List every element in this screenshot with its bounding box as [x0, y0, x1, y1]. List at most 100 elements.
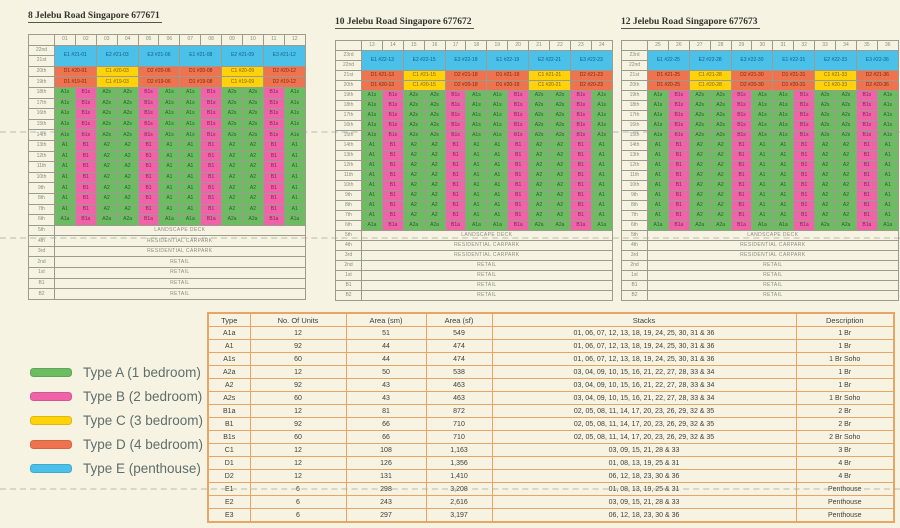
unit-table-cell: 60 [249, 430, 347, 444]
unit-cell: B1s [793, 110, 816, 121]
unit-cell: B1s [569, 130, 592, 141]
facility-use-cell: RETAIL [647, 260, 899, 271]
unit-cell: A2 [528, 160, 551, 171]
standard-row: 10th A1 B1 A2 A2 B1 A1 A1 B1 A2 A2 B1 A1 [621, 180, 899, 191]
unit-cell: A2 [423, 150, 446, 161]
unit-cell: B1s [507, 90, 530, 101]
floor-label: 3rd [28, 245, 55, 258]
unit-cell: B1 [381, 180, 404, 191]
facility-row: 3rd RESIDENTIAL CARPARK [621, 250, 899, 261]
unit-cell: B1 [793, 150, 816, 161]
unit-cell: B1 [444, 200, 467, 211]
facility-use-cell: RESIDENTIAL CARPARK [54, 245, 306, 258]
unit-cell: A2 [116, 192, 139, 205]
floor-label: 5th [28, 224, 55, 237]
unit-cell: A2s [116, 118, 139, 131]
unit-cell: A2 [95, 192, 118, 205]
unit-table-cell: E1 [207, 482, 251, 496]
unit-cell: B1 [793, 140, 816, 151]
unit-cell: A1a [465, 220, 488, 231]
unit-cell: B1s [855, 110, 878, 121]
unit-cell: A2 [814, 210, 837, 221]
unit-cell: A1 [772, 180, 795, 191]
unit-table-cell: D1 [207, 456, 251, 470]
unit-cell: A1 [486, 150, 509, 161]
standard-row: 11th A1 B1 A2 A2 B1 A1 A1 B1 A2 A2 B1 A1 [28, 161, 306, 173]
floor-label: 21st [28, 55, 55, 67]
unit-cell: A1 [590, 170, 613, 181]
unit-table-cell: 50 [345, 365, 427, 379]
facility-row: 4th RESIDENTIAL CARPARK [621, 240, 899, 251]
unit-cell: A1 [751, 180, 774, 191]
unit-cell: B1s [569, 120, 592, 131]
unit-table-cell: 710 [425, 430, 493, 444]
unit-cell: B1s [74, 108, 97, 120]
unit-cell: A2s [402, 110, 425, 121]
penthouse-unit-cell: E3 #22-18 [444, 50, 488, 71]
unit-cell: B1 [855, 170, 878, 181]
unit-cell: A2 [814, 200, 837, 211]
facility-use-cell: RETAIL [647, 270, 899, 281]
unit-table-cell: 1,410 [425, 469, 493, 483]
unit-cell: C1 #20-33 [814, 80, 857, 91]
unit-cell: A2s [221, 118, 244, 131]
unit-cell: A1 [590, 190, 613, 201]
unit-cell: B1 [200, 182, 223, 194]
soho-row: 17th A1s B1s A2s A2s B1s A1s A1s B1s A2s A2s B1s A1s [621, 110, 899, 121]
unit-table-row: A2s 60 43 463 03, 04, 09, 10, 15, 16, 21, 22… [207, 391, 895, 405]
floor-label: 2nd [621, 260, 648, 271]
unit-cell: A1 [772, 140, 795, 151]
unit-cell: A2 [688, 200, 711, 211]
unit-cell: A1 [465, 180, 488, 191]
unit-cell: B1a [444, 220, 467, 231]
unit-cell: A2 [814, 180, 837, 191]
unit-table-cell: 03, 09, 15, 21, 28 & 33 [491, 443, 797, 457]
unit-cell: A1 [647, 160, 669, 171]
unit-table-cell: 66 [345, 417, 427, 431]
unit-cell: A1 [361, 210, 383, 221]
unit-cell: A2a [549, 220, 571, 231]
unit-cell: A2 [835, 190, 857, 201]
unit-cell: A1s [486, 100, 509, 111]
floor-label: B1 [621, 280, 648, 291]
unit-cell: B1 [569, 180, 592, 191]
legend-swatch [30, 463, 72, 473]
unit-table-cell: 108 [345, 443, 427, 457]
unit-cell: A1s [647, 120, 669, 131]
unit-cell: A1 [465, 150, 488, 161]
unit-cell: A1 [751, 210, 774, 221]
facility-row: B2 RETAIL [28, 288, 306, 300]
unit-cell: A1s [876, 90, 899, 101]
unit-cell: A1s [283, 118, 306, 131]
unit-cell: A1 [54, 150, 76, 163]
unit-cell: A2s [402, 130, 425, 141]
unit-table-cell: 243 [345, 495, 427, 509]
unit-cell: B1 [137, 182, 160, 194]
standard-row: 7th A1 B1 A2 A2 B1 A1 A1 B1 A2 A2 B1 A1 [28, 203, 306, 216]
facility-row: 1st RETAIL [621, 270, 899, 281]
unit-cell: A2s [116, 97, 139, 110]
unit-table-cell: 12 [249, 365, 347, 379]
unit-cell: A2a [221, 214, 244, 226]
unit-cell: B1s [855, 90, 878, 101]
unit-cell: B1 [262, 203, 285, 216]
floor-label: 13th [28, 139, 55, 152]
unit-table-row: D2 12 131 1,410 06, 12, 18, 23, 30 & 36 4 Br [207, 469, 895, 483]
unit-cell: A1s [158, 108, 181, 120]
stack-number: 18 [465, 40, 488, 51]
unit-cell: B1 [200, 203, 223, 216]
unit-cell: D1 #20-01 [54, 65, 97, 78]
unit-table-row: C1 12 108 1,163 03, 09, 15, 21, 28 & 33 3 Br [207, 443, 895, 457]
unit-table-cell: A1a [207, 326, 251, 340]
unit-cell: A2s [242, 118, 264, 131]
unit-cell: D2 #20-06 [137, 65, 181, 78]
unit-cell: B1 [444, 180, 467, 191]
unit-cell: A2s [549, 100, 571, 111]
facility-use-cell: LANDSCAPE DECK [54, 224, 306, 237]
unit-cell: A2 [549, 140, 571, 151]
floor-label: 8th [28, 192, 55, 205]
unit-cell: A2s [402, 120, 425, 131]
unit-cell: B1 [569, 170, 592, 181]
unit-cell: B1 [507, 190, 530, 201]
unit-cell: A2 [528, 150, 551, 161]
